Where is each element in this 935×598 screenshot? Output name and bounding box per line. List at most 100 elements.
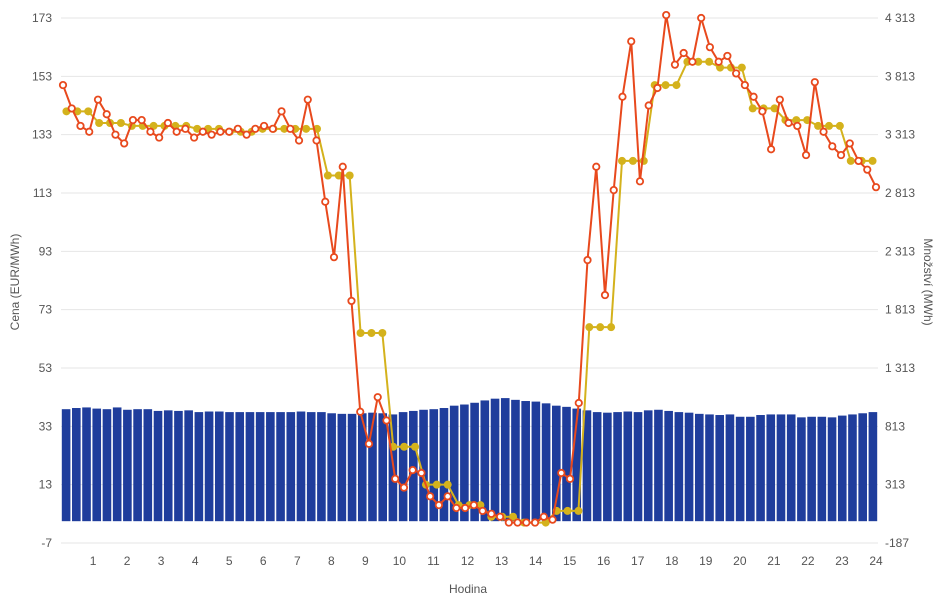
volume-bar	[133, 409, 142, 522]
left-tick-label: 173	[32, 11, 52, 25]
price-point	[146, 127, 155, 136]
volume-bar	[82, 407, 91, 522]
price-point	[67, 104, 76, 113]
price-point	[513, 518, 522, 527]
price-point	[871, 183, 881, 192]
hourly-price-point	[302, 124, 311, 133]
hourly-price-point	[770, 104, 779, 113]
price-line	[62, 14, 877, 524]
volume-bar	[184, 410, 193, 522]
right-tick-label: 2 813	[885, 186, 915, 200]
x-tick-label: 20	[733, 554, 747, 568]
price-point	[574, 398, 583, 408]
volume-bar	[827, 417, 837, 522]
volume-bar	[327, 413, 336, 522]
hourly-price-point	[748, 104, 757, 113]
volume-bar	[746, 416, 755, 522]
x-tick-label: 23	[835, 554, 849, 568]
hourly-price-point	[400, 442, 409, 451]
price-point	[801, 150, 811, 160]
price-point	[251, 124, 260, 133]
volume-bar	[266, 412, 275, 522]
price-lines	[58, 10, 881, 527]
hourly-price-point	[814, 121, 823, 130]
volume-bar	[123, 409, 132, 522]
price-point	[662, 10, 671, 20]
price-point	[163, 118, 172, 128]
price-point	[714, 57, 723, 66]
price-point	[434, 500, 443, 510]
x-axis-ticks: 1 2 3 4 5 6 7 8 9 10 11 12 13 14 15 16 17 18 19 20 21 22 23 24	[90, 554, 883, 568]
left-tick-label: 53	[39, 361, 53, 375]
volume-bar	[174, 410, 183, 522]
right-tick-label: 3 813	[885, 69, 915, 83]
volume-bar	[664, 410, 673, 522]
volume-bar	[735, 416, 745, 522]
volume-bar	[868, 412, 878, 522]
price-point	[399, 483, 409, 492]
price-point	[417, 468, 426, 478]
price-point	[216, 127, 225, 136]
price-point	[128, 115, 138, 125]
hourly-price-point	[607, 323, 616, 332]
price-point	[268, 124, 277, 133]
price-point	[618, 92, 627, 101]
price-point	[775, 95, 784, 104]
x-tick-label: 18	[665, 554, 679, 568]
price-point	[356, 407, 365, 416]
price-point	[286, 124, 295, 133]
volume-bars	[61, 398, 878, 522]
volume-bar	[214, 411, 224, 522]
price-point	[635, 177, 645, 186]
volume-bar	[255, 412, 265, 522]
volume-bar	[337, 413, 347, 522]
right-axis-title: Množství (MWh)	[921, 238, 935, 325]
right-tick-label: 3 313	[885, 128, 915, 142]
volume-bar	[449, 405, 459, 522]
volume-bar	[705, 414, 714, 522]
volume-bar	[694, 413, 704, 522]
price-point	[740, 80, 749, 90]
hourly-price-point	[356, 329, 365, 337]
price-point	[452, 503, 461, 513]
volume-bar	[797, 417, 806, 522]
x-tick-label: 11	[427, 554, 440, 568]
volume-bar	[500, 398, 510, 522]
left-tick-label: 13	[39, 478, 53, 492]
price-point	[845, 139, 854, 148]
left-tick-label: 33	[39, 419, 53, 433]
volume-bar	[347, 413, 357, 522]
price-point	[259, 121, 269, 131]
volume-bar	[235, 412, 245, 522]
volume-bar	[439, 408, 449, 522]
hourly-price-point	[509, 512, 518, 521]
left-tick-label: 93	[39, 244, 53, 258]
price-point	[758, 107, 767, 116]
hourly-price-point	[574, 506, 583, 515]
price-point	[391, 474, 400, 483]
price-point	[863, 165, 872, 174]
x-tick-label: 16	[597, 554, 611, 568]
price-point	[653, 83, 662, 93]
left-tick-label: 113	[33, 186, 52, 200]
price-point	[461, 503, 470, 513]
volume-bar	[541, 403, 551, 522]
price-point	[539, 512, 548, 521]
hourly-price-point	[737, 63, 746, 72]
volume-bar	[776, 414, 786, 522]
price-point	[111, 130, 120, 139]
hourly-price-point	[345, 171, 354, 180]
volume-bar	[858, 413, 867, 522]
volume-bar	[572, 408, 582, 522]
volume-bar	[296, 411, 306, 522]
volume-bar	[204, 411, 214, 522]
price-point	[329, 253, 339, 262]
volume-bar	[592, 412, 602, 522]
price-point	[294, 136, 304, 145]
price-point	[592, 162, 601, 171]
x-tick-label: 21	[767, 554, 781, 568]
right-axis-ticks: -187 313 813 1 313 1 813 2 313 2 813 3 313 3 813…	[885, 11, 915, 550]
right-tick-label: 313	[885, 478, 905, 492]
volume-bar	[72, 408, 81, 522]
volume-bar	[225, 412, 234, 522]
